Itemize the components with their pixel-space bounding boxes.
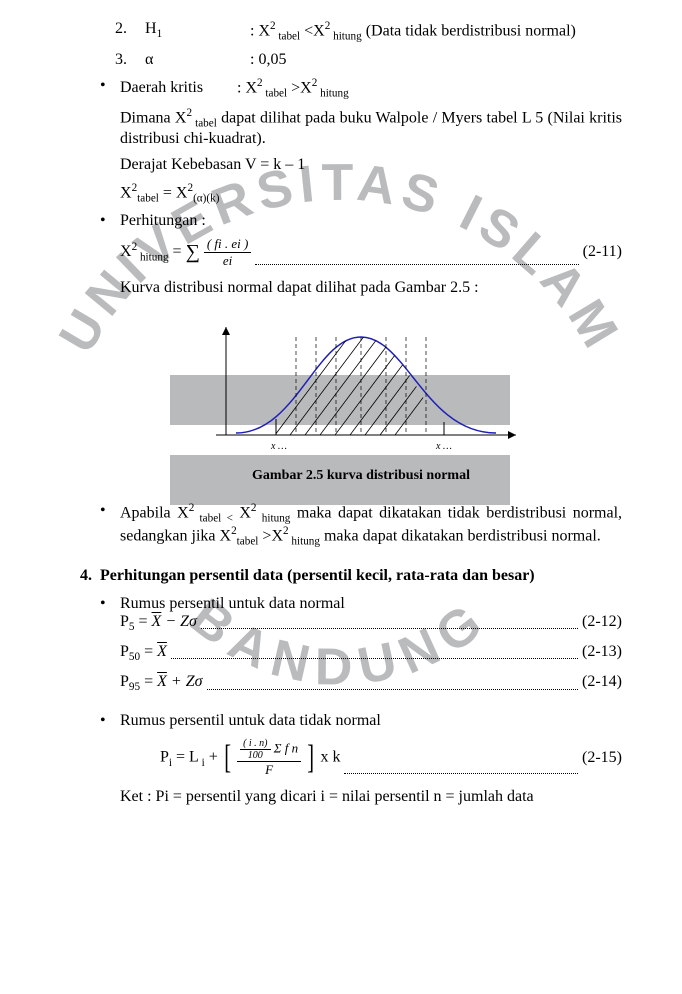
bullet-icon: • [100, 77, 120, 95]
dot-leader [171, 645, 578, 659]
h1-expr: : X2 tabel <X2 hitung (Data tidak berdis… [250, 20, 576, 43]
dot-leader [201, 615, 578, 629]
fraction-pi: ( i . n) 100 Σ f n F [237, 738, 301, 778]
dot-leader [207, 675, 579, 689]
daerah-xtabel: X2tabel = X2(α)(k) [120, 182, 622, 205]
normal-curve-chart: x … x … [100, 307, 622, 462]
bullet-rumus-normal: • Rumus persentil untuk data normal P5 =… [100, 595, 622, 704]
bullet-daerah: • Daerah kritis : X2 tabel >X2 hitung Di… [100, 77, 622, 205]
chart-caption: Gambar 2.5 kurva distribusi normal [100, 468, 622, 484]
bullet-icon: • [100, 212, 120, 230]
rumus-tidak-normal-label: Rumus persentil untuk data tidak normal [120, 712, 622, 730]
bullet-rumus-tidak-normal: • Rumus persentil untuk data tidak norma… [100, 712, 622, 806]
alpha-value: : 0,05 [250, 51, 286, 69]
daerah-derajat: Derajat Kebebasan V = k – 1 [120, 156, 622, 174]
y-axis-arrow [222, 327, 230, 335]
bullet-perhitungan: • Perhitungan : X2 hitung = ∑ ( fi . ei … [100, 212, 622, 297]
eq-pi: Pi = L i + [ ( i . n) 100 Σ f n F [120, 738, 622, 778]
bullet-icon: • [100, 502, 120, 520]
perhitungan-label: Perhitungan : [120, 212, 622, 230]
eq-number-2-12: (2-12) [582, 613, 622, 631]
right-bracket-icon: ] [307, 739, 314, 777]
apabila-text: Apabila X2 tabel < X2 hitung maka dapat … [120, 502, 622, 547]
x-left-label: x … [270, 441, 287, 452]
dot-leader [344, 759, 578, 773]
item-alpha: 3. α : 0,05 [100, 51, 622, 69]
page-content: 2. H1 : X2 tabel <X2 hitung (Data tidak … [0, 0, 682, 834]
kurva-intro: Kurva distribusi normal dapat dilihat pa… [120, 279, 622, 297]
bullet-icon: • [100, 712, 120, 730]
daerah-line1: Daerah kritis : X2 tabel >X2 hitung [120, 77, 622, 100]
bullet-icon: • [100, 595, 120, 613]
h1-label: H1 [145, 20, 250, 40]
eq-p95: P95 = X + Zσ (2-14) [120, 673, 622, 693]
sigma-icon: ∑ [186, 241, 200, 263]
x-axis-arrow [508, 431, 516, 439]
dot-leader [255, 251, 578, 265]
daerah-dimana: Dimana X2 tabel dapat dilihat pada buku … [120, 107, 622, 148]
bell-curve [236, 337, 496, 433]
rumus-normal-label: Rumus persentil untuk data normal [120, 595, 622, 613]
eq-p50: P50 = X (2-13) [120, 643, 622, 663]
section-4-heading: 4. Perhitungan persentil data (persentil… [80, 567, 622, 585]
eq-number-2-15: (2-15) [582, 749, 622, 767]
fraction: ( fi . ei ) ei [204, 236, 252, 269]
perhitungan-eq: X2 hitung = ∑ ( fi . ei ) ei (2-11) [120, 236, 622, 269]
ket-line: Ket : Pi = persentil yang dicari i = nil… [120, 788, 622, 806]
bullet-apabila: • Apabila X2 tabel < X2 hitung maka dapa… [100, 502, 622, 547]
alpha-label: α [145, 51, 250, 69]
left-bracket-icon: [ [224, 739, 231, 777]
h1-num: 2. [115, 20, 145, 38]
normal-curve-svg: x … x … [196, 307, 526, 457]
item-h1: 2. H1 : X2 tabel <X2 hitung (Data tidak … [100, 20, 622, 43]
eq-number-2-13: (2-13) [582, 643, 622, 661]
alpha-num: 3. [115, 51, 145, 69]
eq-p5: P5 = X − Zσ (2-12) [120, 613, 622, 633]
eq-number-2-11: (2-11) [583, 243, 622, 261]
eq-number-2-14: (2-14) [582, 673, 622, 691]
x-right-label: x … [435, 441, 452, 452]
